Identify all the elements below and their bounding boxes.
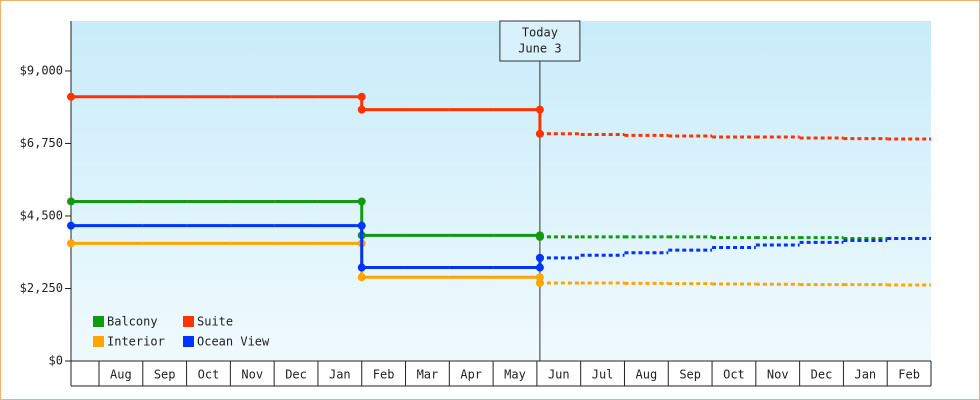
x-tick-label: Aug [110, 368, 132, 382]
y-tick-label: $9,000 [20, 63, 63, 77]
today-label: Today [522, 26, 558, 40]
y-tick-label: $2,250 [20, 281, 63, 295]
x-tick-label: Apr [460, 368, 482, 382]
x-tick-label: Mar [417, 368, 439, 382]
x-tick-label: Jan [854, 368, 876, 382]
legend-swatch [93, 336, 104, 347]
x-tick-label: Nov [767, 368, 789, 382]
x-tick-label: May [504, 368, 526, 382]
today-date: June 3 [518, 42, 561, 56]
price-dot [357, 221, 366, 230]
x-tick-label: Sep [679, 368, 701, 382]
legend-swatch [93, 316, 104, 327]
y-tick-label: $6,750 [20, 136, 63, 150]
x-tick-label: Feb [898, 368, 920, 382]
legend-swatch [183, 316, 194, 327]
y-tick-label: $0 [49, 354, 63, 368]
x-tick-label: Oct [723, 368, 745, 382]
x-tick-label: Dec [811, 368, 833, 382]
x-tick-label: Jul [592, 368, 614, 382]
legend-label: Balcony [107, 315, 158, 329]
legend-swatch [183, 336, 194, 347]
x-tick-label: Oct [198, 368, 220, 382]
price-dot [535, 263, 544, 272]
x-tick-label: Jan [329, 368, 351, 382]
price-dot [535, 273, 544, 282]
legend-label: Interior [107, 335, 165, 349]
x-tick-label: Sep [154, 368, 176, 382]
x-tick-label: Feb [373, 368, 395, 382]
today-box [499, 20, 581, 62]
x-tick-label: Jun [548, 368, 570, 382]
legend-label: Suite [197, 315, 233, 329]
x-tick-label: Nov [241, 368, 263, 382]
x-tick-label: Dec [285, 368, 307, 382]
legend-label: Ocean View [197, 335, 270, 349]
x-tick-label: Aug [636, 368, 658, 382]
plot-area [71, 21, 931, 361]
price-dot [357, 92, 366, 101]
price-dot [535, 105, 544, 114]
price-dot [357, 197, 366, 206]
y-tick-label: $4,500 [20, 208, 63, 222]
